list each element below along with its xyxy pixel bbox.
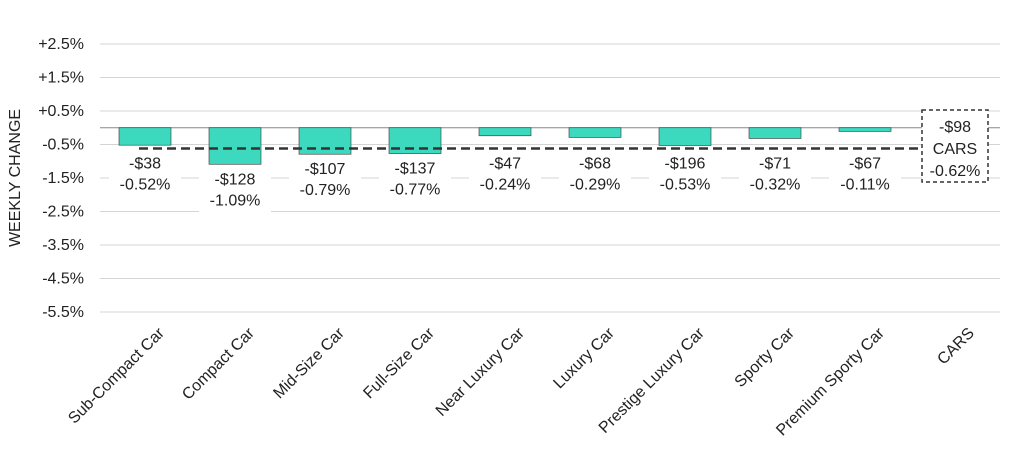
dollar-label: -$38 (129, 156, 161, 173)
dollar-label: -$71 (759, 156, 791, 173)
bar (658, 127, 712, 146)
dollar-label: -$128 (215, 171, 256, 188)
x-tick-label: Sporty Car (732, 324, 799, 391)
y-tick-label: -1.5% (42, 170, 84, 187)
y-tick-label: -4.5% (42, 271, 84, 288)
bar (208, 127, 262, 165)
percent-label: -0.52% (120, 177, 171, 194)
x-tick-label: Mid-Size Car (270, 324, 348, 402)
bar (118, 127, 172, 146)
percent-label: -0.79% (300, 182, 351, 199)
percent-label: -0.11% (840, 177, 890, 194)
y-tick-label: -2.5% (42, 204, 84, 221)
y-tick-labels: +2.5% +1.5% +0.5% -0.5% -1.5% -2.5% -3.5% -4.5%… (38, 36, 84, 321)
data-label-background (469, 152, 541, 197)
percent-label: -0.32% (750, 177, 801, 194)
percent-label: -0.29% (570, 177, 621, 194)
bar (838, 127, 892, 132)
y-tick-label: +2.5% (38, 36, 84, 53)
dollar-label: -$196 (665, 156, 706, 173)
x-tick-label: Compact Car (179, 324, 258, 403)
total-percent-label: -0.62% (930, 163, 981, 180)
data-label-background (559, 152, 631, 197)
total-label-box (921, 109, 989, 183)
data-label-background (109, 152, 181, 197)
y-tick-label: +0.5% (38, 103, 84, 120)
percent-label: -0.77% (390, 182, 441, 199)
bar (748, 127, 802, 139)
x-tick-label: Full-Size Car (360, 324, 438, 402)
x-tick-label: CARS (934, 325, 977, 368)
bar (298, 127, 352, 155)
percent-label: -1.09% (210, 192, 261, 209)
data-label-background (289, 158, 361, 203)
data-label-background (739, 152, 811, 197)
y-axis-label: WEEKLY CHANGE (7, 109, 24, 247)
y-tick-label: -0.5% (42, 137, 84, 154)
data-label-background (379, 157, 451, 202)
total-dollar-label: -$98 (939, 119, 971, 136)
dollar-label: -$107 (305, 161, 346, 178)
data-label-background (199, 168, 271, 213)
bar (568, 127, 622, 138)
y-tick-label: -5.5% (42, 304, 84, 321)
x-tick-label: Sub-Compact Car (65, 324, 168, 427)
total-name-label: CARS (933, 141, 977, 158)
x-tick-label: Near Luxury Car (433, 324, 528, 419)
data-label-background (649, 152, 721, 197)
dollar-label: -$137 (395, 161, 436, 178)
data-labels: -$38 -0.52% -$128 -1.09% -$107 -0.79% -$137 -0.… (109, 109, 989, 213)
data-label-background (829, 152, 901, 197)
dollar-label: -$68 (579, 156, 611, 173)
y-tick-label: -3.5% (42, 237, 84, 254)
percent-label: -0.53% (660, 177, 711, 194)
x-tick-label: Luxury Car (550, 324, 618, 392)
percent-label: -0.24% (480, 177, 531, 194)
bars (118, 127, 892, 165)
bar (478, 127, 532, 137)
y-tick-label: +1.5% (38, 70, 84, 87)
dollar-label: -$67 (849, 156, 881, 173)
dollar-label: -$47 (489, 156, 521, 173)
x-tick-labels: Sub-Compact Car Compact Car Mid-Size Car Fu… (65, 324, 978, 439)
